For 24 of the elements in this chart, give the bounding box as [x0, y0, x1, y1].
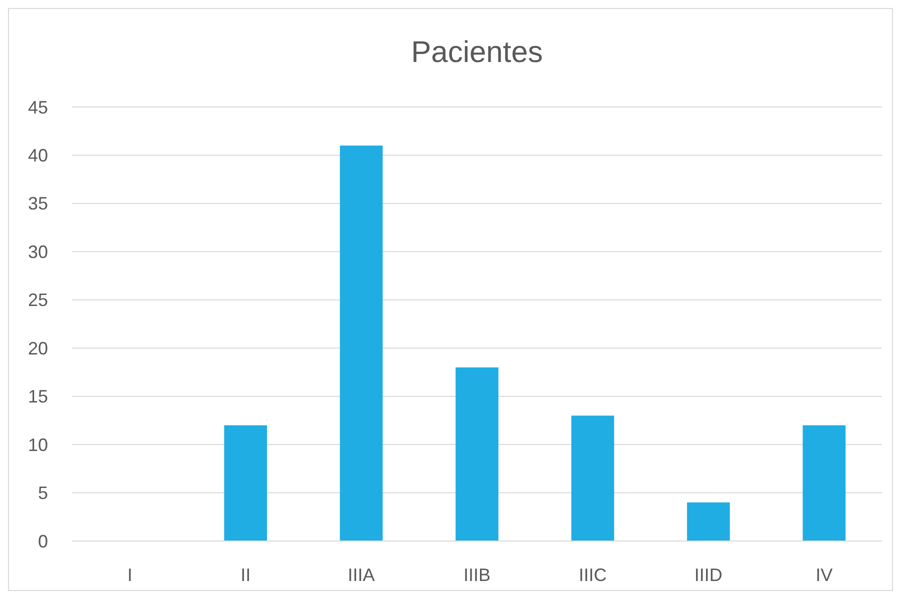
x-tick-label: IV [816, 565, 833, 585]
y-tick-label: 40 [28, 146, 48, 166]
bar [340, 146, 383, 541]
x-tick-label: IIIA [348, 565, 375, 585]
bar [687, 502, 730, 541]
x-tick-label: II [240, 565, 251, 585]
bar [571, 416, 614, 541]
bar [456, 367, 498, 541]
y-tick-label: 30 [28, 242, 48, 262]
bar [802, 425, 846, 541]
y-tick-label: 15 [28, 386, 48, 407]
x-tick-label: I [127, 565, 132, 585]
y-tick-label: 25 [28, 290, 48, 310]
x-tick-label: IIID [694, 565, 722, 585]
x-tick-label: IIIC [578, 565, 607, 585]
y-tick-label: 20 [28, 338, 48, 358]
y-tick-label: 10 [28, 434, 48, 455]
y-tick-label: 0 [38, 531, 48, 552]
bar [224, 425, 267, 541]
chart-title: Pacientes [411, 36, 543, 69]
y-tick-label: 5 [38, 483, 48, 504]
y-tick-label: 35 [28, 194, 48, 214]
x-tick-label: IIIB [463, 565, 491, 585]
y-tick-label: 45 [28, 97, 48, 118]
